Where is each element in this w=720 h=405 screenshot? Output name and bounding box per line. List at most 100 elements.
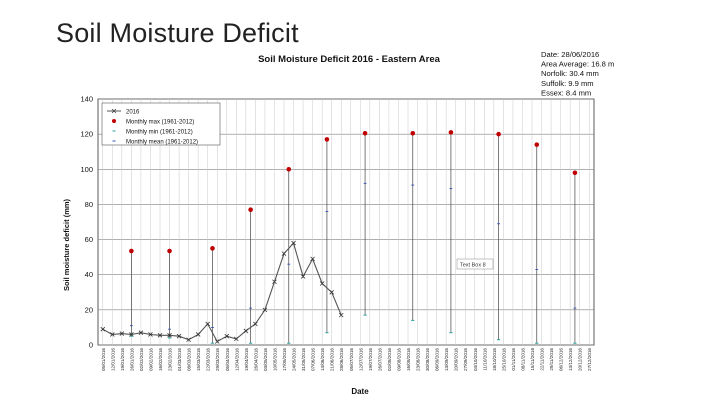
series-2016-point [110,332,115,337]
x-tick-label: 07/06/2016 [311,348,316,371]
series-2016-point [310,256,315,262]
y-tick-label: 120 [80,130,93,139]
x-tick-label: 01/03/2016 [177,348,182,371]
max-point [496,131,501,137]
x-tick-label: 08/03/2016 [187,348,192,371]
max-point [410,130,416,136]
text-box-label: Text Box 8 [460,263,486,269]
series-2016-point [195,332,201,337]
max-point [448,130,454,135]
max-point [129,248,134,254]
y-axis: 0 20 40 60 80 100 120 140 [80,95,93,350]
x-tick-label: 22/11/2016 [540,348,545,371]
x-tick-label: 23/02/2016 [168,348,173,371]
series-2016-point [186,337,191,343]
x-tick-label: 19/07/2016 [368,348,373,371]
chart-frame: Soil Moisture Deficit 2016 - Eastern Are… [52,47,638,400]
x-tick-label: 02/08/2016 [387,348,392,371]
info-line: Date: 28/06/2016 [541,50,599,59]
series-2016-point [100,326,106,332]
x-tick-label: 27/09/2016 [463,348,468,371]
x-tick-label: 27/12/2016 [587,348,592,371]
max-point [362,130,368,136]
x-tick-label: 20/12/2016 [578,348,583,371]
x-tick-label: 04/10/2016 [473,348,478,371]
legend-label: Monthly min (1961-2012) [126,129,193,135]
max-point [167,248,172,254]
legend-box [101,102,221,146]
x-tick-label: 19/01/2016 [120,348,125,371]
text-box-annotation: Text Box 8 [456,258,494,270]
series-2016-point [262,307,268,313]
x-tick-label: 08/11/2016 [520,348,525,371]
series-2016-point [205,321,210,327]
x-tick-label: 06/09/2016 [435,348,440,371]
x-tick-label: 20/09/2016 [454,348,459,371]
legend-swatch [111,108,117,114]
x-tick-label: 06/12/2016 [559,348,564,371]
series-2016-point [148,332,153,337]
series-2016-point [157,333,163,338]
x-axis: 05/01/2016 12/01/2016 19/01/2016 26/01/2016… [101,348,592,371]
max-point [248,207,253,212]
x-tick-label: 26/07/2016 [377,348,382,371]
x-tick-label: 01/11/2016 [511,348,516,371]
max-point [534,142,540,147]
x-tick-label: 29/11/2016 [549,348,554,371]
x-tick-label: 23/08/2016 [416,348,421,371]
info-line: Norfolk: 30.4 mm [541,69,599,78]
x-tick-label: 21/06/2016 [330,348,335,371]
x-tick-label: 16/02/2016 [158,348,163,371]
x-tick-label: 09/02/2016 [148,348,153,371]
x-tick-label: 17/05/2016 [282,348,287,371]
x-tick-label: 11/10/2016 [482,348,487,371]
series-2016-point [319,281,325,286]
series-2016-point [253,321,258,327]
y-tick-label: 0 [89,341,93,350]
x-tick-label: 28/06/2016 [339,348,344,371]
x-tick-label: 13/09/2016 [444,348,449,371]
y-tick-label: 20 [85,305,93,314]
max-point [286,166,292,172]
x-tick-label: 14/06/2016 [320,348,325,371]
series-2016-point [329,290,334,295]
legend-label: 2016 [126,109,140,115]
series-2016-point [167,333,172,338]
y-tick-label: 100 [80,165,93,174]
x-tick-label: 29/03/2016 [215,348,220,371]
series-2016-point [243,328,249,334]
y-tick-label: 60 [85,235,93,244]
x-tick-label: 22/03/2016 [206,348,211,371]
series-2016-point [234,336,239,342]
y-axis-label: Soil moisture deficit (mm) [62,198,71,291]
chart-title: Soil Moisture Deficit 2016 - Eastern Are… [258,54,441,65]
series-2016-point [291,240,296,246]
x-tick-label: 15/11/2016 [530,348,535,371]
legend-swatch [112,119,116,123]
x-tick-label: 09/08/2016 [396,348,401,371]
series-layer [100,130,578,344]
info-line: Area Average: 16.8 m [541,60,614,69]
x-tick-label: 18/10/2016 [492,348,497,371]
x-tick-label: 12/04/2016 [234,348,239,371]
series-2016-point [272,279,277,285]
text-box [456,258,494,270]
x-tick-label: 16/08/2016 [406,348,411,371]
series-2016-point [119,331,125,336]
x-tick-label: 12/07/2016 [358,348,363,371]
x-axis-label: Date [351,387,369,396]
info-line: Essex: 8.4 mm [541,88,591,97]
series-2016-line [102,241,342,343]
series-2016-point [281,251,287,256]
x-tick-label: 15/03/2016 [196,348,201,371]
series-2016-point [176,333,182,339]
legend: 2016 Monthly max (1961-2012) Monthly min (… [101,102,221,146]
x-tick-label: 05/01/2016 [101,348,106,371]
x-tick-label: 30/08/2016 [425,348,430,371]
x-tick-label: 12/01/2016 [110,348,115,371]
series-2016-point [214,339,220,344]
series-2016-point [138,330,144,335]
max-point [210,246,215,251]
x-tick-label: 05/04/2016 [225,348,230,371]
